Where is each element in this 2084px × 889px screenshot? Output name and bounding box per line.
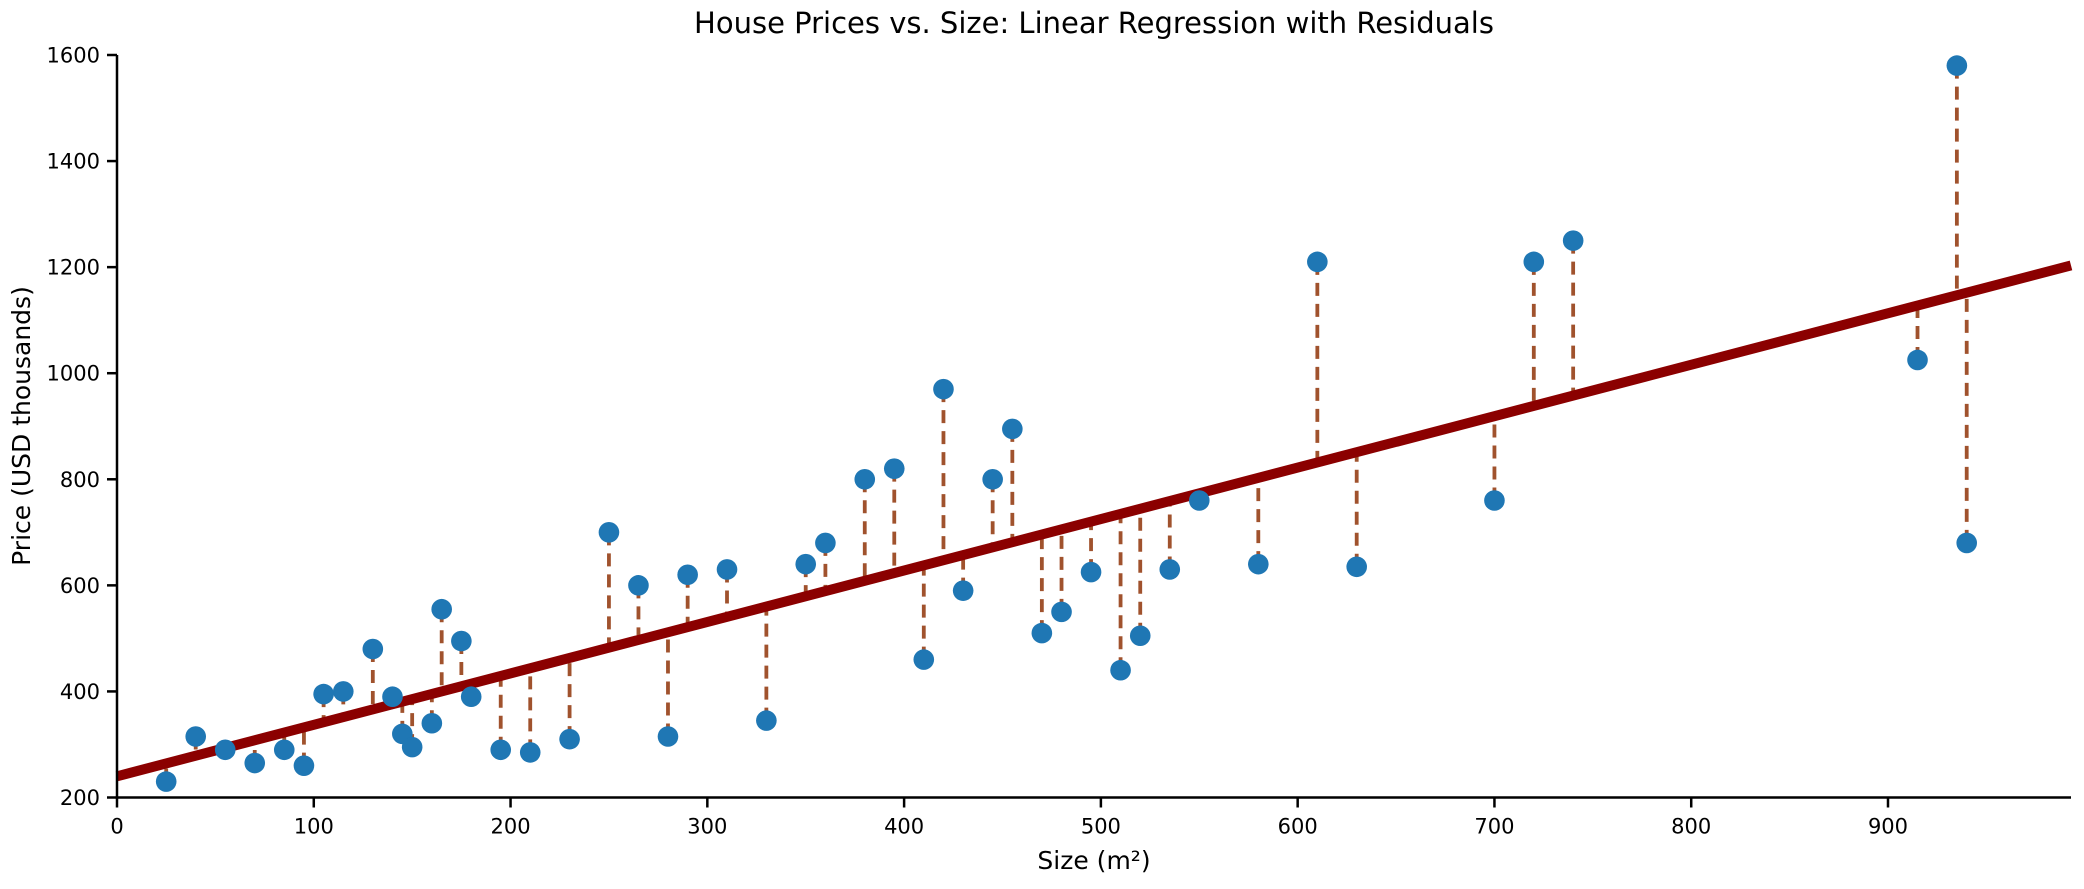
scatter-point [1346, 556, 1367, 578]
scatter-point [952, 580, 974, 601]
scatter-points-layer [155, 55, 1978, 792]
scatter-point [657, 726, 679, 747]
scatter-point [214, 739, 236, 761]
x-tick-label: 600 [1278, 815, 1318, 839]
scatter-point [401, 736, 423, 758]
regression-line-layer [115, 260, 2073, 782]
regression-line [115, 260, 2073, 782]
y-tick-label: 1600 [47, 44, 100, 68]
scatter-point [677, 564, 698, 586]
scatter-point [244, 752, 266, 774]
scatter-point [460, 686, 482, 708]
scatter-point [362, 638, 384, 660]
scatter-point [1002, 418, 1023, 440]
scatter-point [815, 532, 836, 554]
scatter-point [1051, 601, 1072, 623]
y-tick-label: 1200 [47, 256, 100, 280]
y-tick-label: 1400 [47, 150, 100, 174]
scatter-point [382, 686, 403, 708]
x-axis-label: Size (m²) [1037, 846, 1150, 875]
scatter-point [185, 726, 207, 747]
scatter-point [559, 728, 580, 750]
scatter-point [1484, 490, 1505, 511]
scatter-point [1907, 349, 1928, 371]
scatter-point [933, 378, 954, 400]
scatter-point [883, 458, 905, 479]
scatter-point [1562, 230, 1584, 251]
scatter-point [913, 649, 935, 670]
y-tick-label: 800 [60, 468, 100, 492]
scatter-point [756, 710, 777, 731]
scatter-point [598, 522, 620, 543]
scatter-point [628, 575, 649, 596]
x-tick-label: 400 [884, 815, 924, 839]
scatter-point [1080, 561, 1102, 583]
scatter-point [1031, 622, 1053, 644]
x-tick-label: 900 [1868, 815, 1908, 839]
scatter-point [421, 712, 443, 734]
scatter-point [519, 742, 541, 763]
scatter-point [1946, 55, 1968, 76]
scatter-point [1110, 659, 1131, 681]
scatter-point [1159, 559, 1181, 580]
x-tick-label: 0 [110, 815, 123, 839]
scatter-point [490, 739, 512, 761]
scatter-point [155, 771, 177, 792]
x-tick-label: 200 [491, 815, 531, 839]
x-tick-label: 300 [687, 815, 727, 839]
scatter-point [1307, 251, 1328, 273]
y-tick-label: 400 [60, 680, 100, 704]
y-tick-label: 600 [60, 574, 100, 598]
y-tick-label: 200 [60, 786, 100, 810]
axes-layer [107, 53, 2071, 808]
scatter-point [293, 755, 315, 776]
scatter-point [716, 559, 738, 580]
y-tick-label: 1000 [47, 362, 100, 386]
x-tick-label: 700 [1474, 815, 1514, 839]
x-tick-label: 500 [1081, 815, 1121, 839]
scatter-point [1523, 251, 1545, 273]
scatter-point [332, 681, 354, 702]
scatter-point [313, 683, 334, 705]
scatter-point [1129, 625, 1151, 647]
residual-lines-layer [164, 65, 1969, 782]
scatter-point [431, 598, 452, 620]
tick-labels-layer: 0 100 200 300 400 500 600 700 800 900 200 400 600 800… [47, 44, 1908, 839]
x-tick-label: 100 [294, 815, 334, 839]
scatter-point [1248, 553, 1269, 575]
scatter-point [1188, 490, 1210, 511]
chart-title: House Prices vs. Size: Linear Regression… [694, 6, 1494, 40]
scatter-point [795, 553, 817, 575]
scatter-point [854, 468, 876, 490]
y-axis-label: Price (USD thousands) [7, 286, 36, 566]
scatter-point [982, 468, 1003, 490]
scatter-point [273, 739, 295, 761]
scatter-point [1956, 532, 1978, 554]
x-tick-label: 800 [1671, 815, 1711, 839]
scatter-point [451, 630, 472, 652]
